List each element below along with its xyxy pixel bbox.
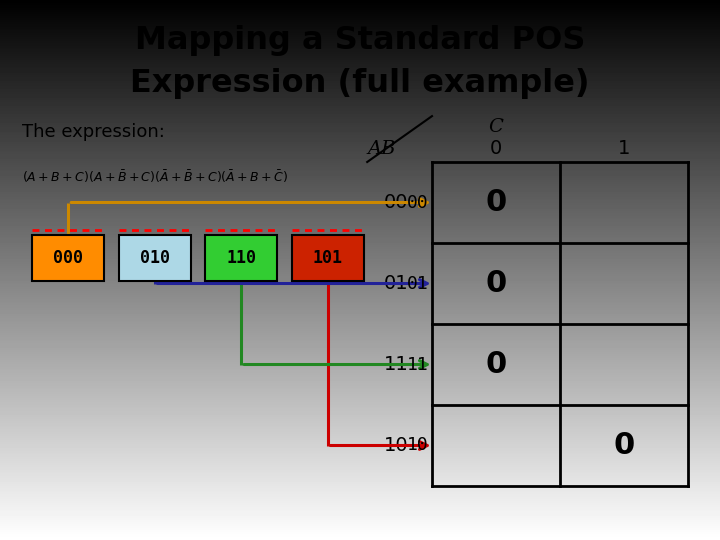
Text: Mapping a Standard POS: Mapping a Standard POS [135,25,585,56]
Text: 00: 00 [407,193,428,212]
Text: 101: 101 [312,249,343,267]
FancyBboxPatch shape [292,235,364,281]
Text: Expression (full example): Expression (full example) [130,68,590,99]
Text: 0: 0 [485,350,507,379]
Text: 0: 0 [490,139,502,158]
FancyBboxPatch shape [205,235,277,281]
Text: 01: 01 [407,274,428,293]
Text: 0: 0 [485,188,507,217]
Text: AB: AB [367,139,396,158]
Text: 10: 10 [407,436,428,455]
Text: 11: 11 [384,355,408,374]
Text: 0: 0 [485,269,507,298]
Text: 10: 10 [384,436,408,455]
FancyBboxPatch shape [32,235,104,281]
Text: 1: 1 [618,139,630,158]
Text: C: C [488,118,503,136]
FancyBboxPatch shape [119,235,191,281]
Text: 110: 110 [226,249,256,267]
Text: $(A+B+C)(A+\bar{B}+C)(\bar{A}+\bar{B}+C)(\bar{A}+B+\bar{C})$: $(A+B+C)(A+\bar{B}+C)(\bar{A}+\bar{B}+C)… [22,169,288,185]
Text: 01: 01 [384,274,408,293]
Text: 0: 0 [613,431,634,460]
Text: 000: 000 [53,249,84,267]
Text: 010: 010 [140,249,170,267]
Text: The expression:: The expression: [22,123,164,141]
Text: 11: 11 [407,355,428,374]
Text: 00: 00 [384,193,408,212]
